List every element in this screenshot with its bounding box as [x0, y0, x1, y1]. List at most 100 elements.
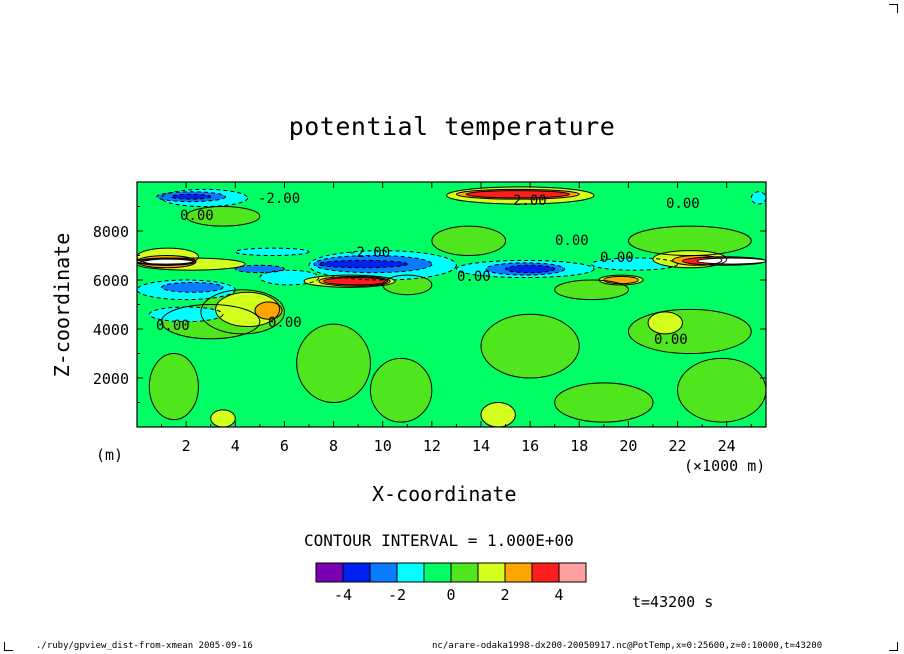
- colorbar-tick-label: 2: [500, 586, 509, 604]
- colorbar-swatch: [342, 562, 371, 583]
- contour-line: [480, 402, 516, 427]
- y-axis-label: Z-coordinate: [50, 232, 74, 378]
- contour-line: [672, 255, 723, 266]
- contour-line: [455, 188, 580, 200]
- y-tick-label: 4000: [93, 321, 129, 339]
- footer-file-info: nc/arare-odaka1998-dx200-20050917.nc@Pot…: [432, 641, 823, 651]
- contour-line: [137, 257, 197, 266]
- x-tick-label: 16: [521, 437, 539, 455]
- contour-line: [627, 308, 752, 355]
- corner-mark-bottom-left: [4, 642, 13, 651]
- colorbar-swatch: [450, 562, 479, 583]
- contour-line: [148, 353, 199, 421]
- contour-label: 0.00: [654, 332, 688, 348]
- field-region: [296, 324, 371, 403]
- contour-label: 0.00: [600, 250, 634, 266]
- y-tick-label: 2000: [93, 370, 129, 388]
- contour-line: [318, 259, 408, 269]
- contour-line: [681, 256, 766, 266]
- y-axis-unit: (m): [96, 446, 124, 464]
- contour-label: 0.00: [156, 318, 190, 334]
- contour-line: [505, 264, 556, 274]
- footer-script-info: ./ruby/gpview_dist-from-xmean 2005-09-16: [36, 641, 253, 651]
- contour-labels: -2.00 0.00 0.00 0.00 2.00 -2.00 0.00 0.00 0.00 0.…: [156, 191, 700, 348]
- contour-line: [603, 275, 639, 285]
- contour-line: [455, 259, 595, 279]
- x-tick-label: 22: [669, 437, 687, 455]
- x-axis-unit: (×1000 m): [684, 457, 766, 475]
- y-axis-ticks: 2000 4000 6000 8000: [93, 206, 766, 403]
- contour-interval-text: CONTOUR INTERVAL = 1.000E+00: [304, 531, 574, 550]
- corner-mark-bottom-right: [889, 642, 898, 651]
- field-region: [554, 382, 653, 423]
- field-region: [235, 248, 309, 256]
- colorbar-swatch: [531, 562, 560, 583]
- contour-line: [647, 311, 683, 335]
- contour-line: [234, 264, 285, 274]
- contour-line: [480, 313, 580, 379]
- contour-line: [170, 193, 212, 200]
- contour-line: [318, 275, 391, 287]
- colorbar: -4 -2 0 2 4: [315, 562, 587, 604]
- contour-line: [652, 250, 728, 269]
- field-region: [370, 358, 432, 423]
- field-region: [210, 409, 236, 427]
- contour-line: [485, 262, 566, 276]
- field-region: [697, 257, 766, 265]
- contour-lines: [137, 186, 766, 427]
- contour-line: [313, 255, 433, 274]
- field-region: [751, 191, 766, 205]
- x-tick-label: 10: [374, 437, 392, 455]
- colorbar-swatch: [504, 562, 533, 583]
- contour-line: [137, 279, 236, 301]
- field-region: [149, 353, 199, 420]
- contour-line: [296, 323, 371, 403]
- field-region: [431, 226, 506, 256]
- colorbar-tick-label: 4: [554, 586, 563, 604]
- contour-line: [591, 257, 679, 271]
- x-tick-label: 20: [619, 437, 637, 455]
- colorbar-tick-label: 0: [446, 586, 455, 604]
- y-tick-label: 8000: [93, 223, 129, 241]
- x-axis-label: X-coordinate: [372, 482, 517, 506]
- field-region: [171, 194, 211, 200]
- colorbar-swatch: [477, 562, 506, 583]
- field-region: [161, 282, 223, 293]
- colorbar-swatch: [315, 562, 344, 583]
- field-region: [466, 190, 570, 198]
- contour-label: 0.00: [268, 315, 302, 331]
- field-region: [505, 265, 555, 273]
- contour-line: [303, 274, 396, 288]
- contour-line: [696, 257, 766, 265]
- field-region: [149, 306, 223, 322]
- x-tick-label: 14: [472, 437, 490, 455]
- contour-line: [446, 186, 595, 205]
- x-tick-label: 12: [423, 437, 441, 455]
- contour-line: [554, 279, 629, 301]
- contour-line: [323, 277, 389, 286]
- contour-line: [215, 291, 281, 328]
- colorbar-tick-label: -2: [388, 586, 406, 604]
- contour-line: [148, 306, 224, 323]
- field-region: [186, 206, 260, 227]
- contour-line: [161, 281, 224, 293]
- x-tick-label: 2: [182, 437, 191, 455]
- contour-label: 0.00: [555, 233, 589, 249]
- y-tick-label: 6000: [93, 272, 129, 290]
- colorbar-swatch: [396, 562, 425, 583]
- contour-line: [161, 304, 261, 340]
- contour-label: 0.00: [180, 208, 214, 224]
- contour-label: -2.00: [348, 245, 390, 261]
- contour-line: [156, 191, 226, 203]
- chart-title: potential temperature: [288, 112, 616, 141]
- contour-line: [200, 289, 285, 335]
- x-tick-label: 4: [231, 437, 240, 455]
- field-region: [480, 314, 580, 378]
- contour-line: [254, 301, 283, 320]
- x-axis-ticks: 2 4 6 8 10 12 14 16 18 20 22 24: [161, 182, 752, 455]
- contour-line: [185, 206, 261, 227]
- contour-label: 0.00: [666, 196, 700, 212]
- x-tick-label: 18: [570, 437, 588, 455]
- contour-label: 0.00: [457, 269, 491, 285]
- field-region: [677, 358, 766, 423]
